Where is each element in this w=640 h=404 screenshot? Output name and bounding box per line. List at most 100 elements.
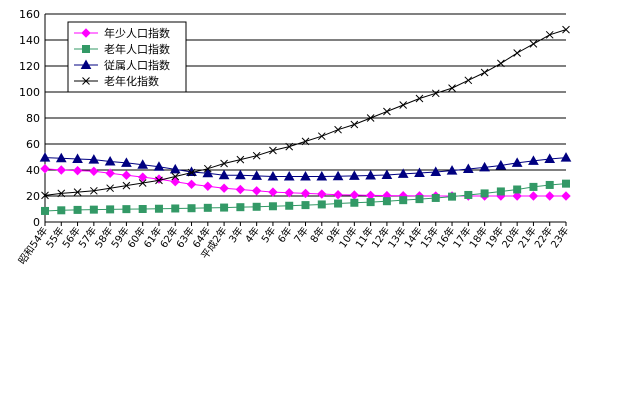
y-tick-label: 120 — [19, 60, 40, 73]
data-point-diamond — [317, 189, 327, 199]
data-point-square — [73, 205, 82, 214]
data-point-square — [57, 206, 66, 215]
data-point-triangle — [381, 169, 393, 179]
data-point-x — [415, 94, 424, 103]
series-2 — [41, 179, 570, 215]
y-tick-label: 60 — [26, 138, 40, 151]
data-point-square — [154, 204, 163, 213]
data-point-triangle — [544, 153, 556, 163]
data-point-x — [317, 132, 326, 141]
data-point-x — [301, 137, 310, 146]
y-tick-label: 100 — [19, 86, 40, 99]
data-point-triangle — [80, 59, 92, 69]
data-point-x — [122, 181, 131, 190]
data-point-triangle — [397, 168, 409, 178]
data-point-triangle — [218, 169, 230, 180]
data-point-x — [497, 59, 505, 68]
data-point-triangle — [462, 163, 474, 173]
y-tick-label: 80 — [26, 112, 40, 125]
data-point-diamond — [170, 176, 180, 187]
series-4 — [41, 25, 570, 200]
data-point-diamond — [137, 172, 148, 182]
data-point-square — [366, 198, 375, 207]
data-point-square — [382, 197, 391, 206]
data-point-diamond — [528, 191, 539, 201]
data-point-triangle — [137, 159, 149, 169]
data-point-triangle — [300, 170, 311, 181]
data-point-diamond — [251, 186, 262, 196]
data-point-square — [399, 196, 408, 205]
data-point-x — [171, 172, 180, 181]
data-point-square — [106, 205, 115, 214]
data-point-triangle — [430, 166, 442, 176]
data-point-x — [82, 77, 90, 85]
data-point-x — [431, 89, 440, 98]
data-point-x — [89, 186, 98, 195]
data-point-triangle — [560, 152, 572, 162]
data-point-diamond — [154, 174, 164, 184]
data-point-triangle — [267, 170, 279, 181]
axes: 020406080100120140160昭和54年55年56年57年58年59… — [15, 8, 571, 267]
data-point-x — [545, 30, 554, 39]
data-point-square — [220, 203, 229, 212]
data-point-x — [220, 159, 228, 168]
data-point-square — [122, 205, 131, 214]
data-point-triangle — [511, 157, 523, 167]
data-point-x — [236, 155, 245, 164]
legend-entry: 従属人口指数 — [74, 58, 170, 72]
data-point-x — [562, 25, 570, 34]
y-tick-label: 140 — [19, 34, 40, 47]
data-point-triangle — [495, 159, 507, 170]
data-point-square — [252, 202, 261, 211]
y-tick-label: 0 — [33, 216, 40, 229]
x-tick-label: 8年 — [307, 224, 327, 245]
data-point-x — [57, 189, 66, 198]
data-point-diamond — [72, 165, 83, 176]
data-point-diamond — [105, 168, 115, 178]
data-point-square — [203, 203, 212, 212]
data-point-square — [187, 204, 196, 213]
data-point-triangle — [332, 170, 344, 181]
data-point-diamond — [349, 190, 360, 200]
data-point-diamond — [56, 165, 66, 175]
data-point-square — [317, 200, 326, 209]
data-point-x — [448, 84, 456, 92]
data-point-square — [138, 205, 147, 213]
data-point-square — [82, 45, 90, 53]
data-point-triangle — [348, 170, 360, 180]
legend-entry: 老年人口指数 — [74, 42, 170, 56]
data-point-diamond — [89, 166, 99, 177]
data-point-square — [464, 190, 473, 199]
data-point-x — [73, 188, 82, 196]
data-point-x — [203, 164, 212, 173]
data-point-triangle — [414, 167, 425, 177]
data-point-diamond — [512, 191, 522, 201]
data-point-x — [513, 49, 522, 57]
data-point-triangle — [55, 152, 67, 163]
data-point-diamond — [40, 163, 50, 174]
data-point-diamond — [300, 188, 311, 199]
data-point-square — [41, 206, 49, 215]
y-tick-label: 160 — [19, 8, 40, 21]
x-tick-label: 6年 — [275, 224, 295, 245]
data-point-triangle — [316, 170, 328, 181]
data-point-square — [448, 192, 457, 201]
data-point-triangle — [72, 153, 83, 163]
data-point-triangle — [121, 157, 132, 167]
data-point-square — [301, 201, 310, 210]
data-point-triangle — [39, 152, 51, 162]
data-point-x — [350, 120, 359, 129]
legend-label: 老年人口指数 — [104, 42, 170, 56]
data-point-square — [562, 179, 570, 188]
data-point-x — [383, 107, 391, 116]
data-point-x — [529, 40, 538, 48]
data-point-x — [138, 179, 147, 187]
data-point-diamond — [545, 191, 555, 201]
data-point-square — [334, 199, 343, 208]
data-point-triangle — [153, 161, 165, 171]
data-point-triangle — [169, 163, 181, 174]
data-point-x — [334, 125, 342, 134]
data-point-diamond — [219, 183, 229, 193]
